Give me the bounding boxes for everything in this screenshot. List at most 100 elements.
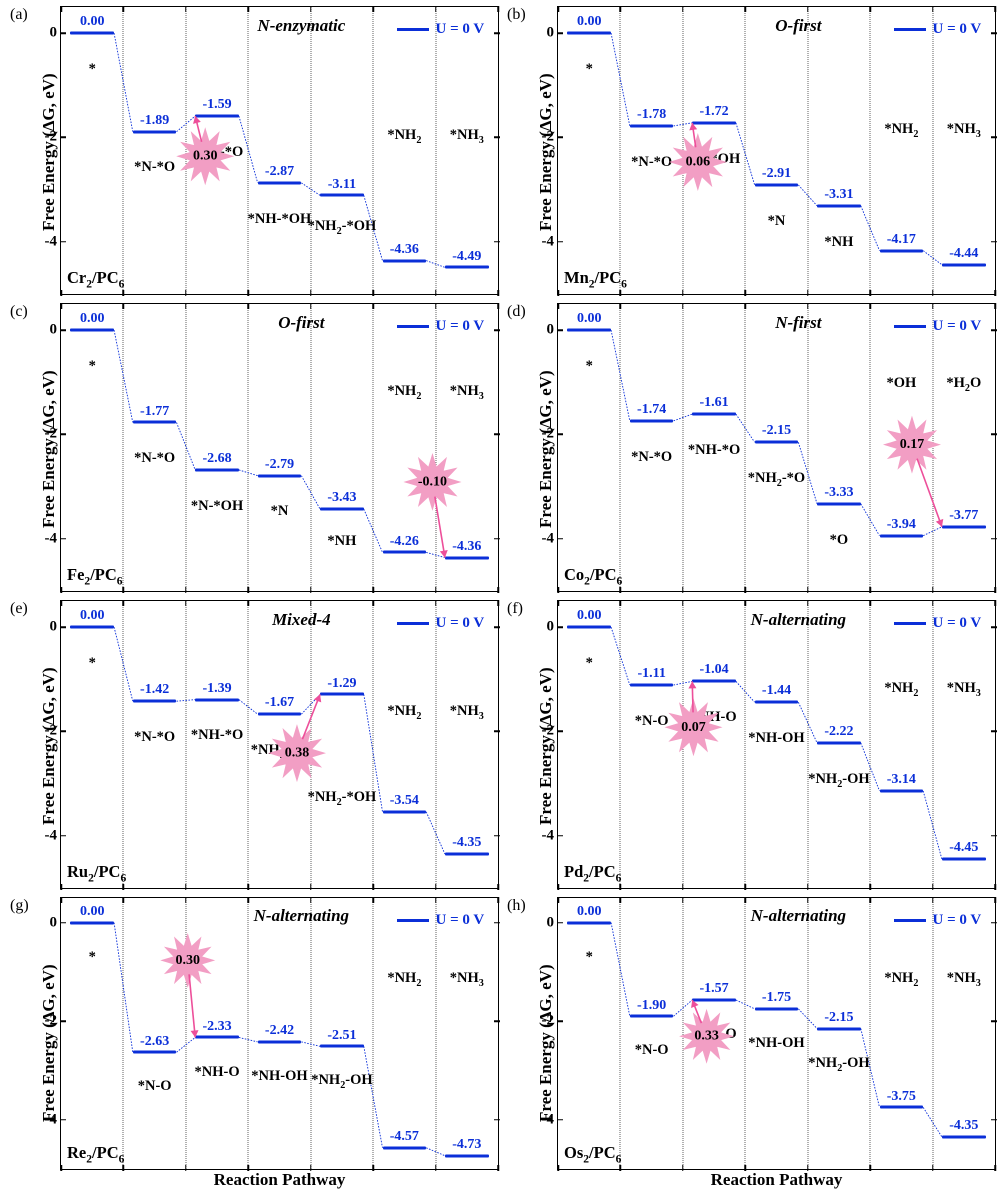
vertical-gridline: [870, 7, 871, 294]
y-tick-mark: [494, 32, 500, 34]
panel-letter: (g): [10, 897, 29, 915]
x-tick-mark: [310, 1165, 312, 1171]
axes: 0-2-40.00*-1.42*N-*O-1.39*NH-*O-1.67*NH2…: [60, 600, 499, 889]
vertical-gridline: [310, 601, 311, 888]
energy-value-label: -1.44: [762, 684, 791, 699]
y-tick-mark: [557, 1119, 563, 1121]
energy-level: [383, 810, 427, 813]
intermediate-label: *NH3: [450, 128, 484, 146]
x-tick-mark: [372, 6, 374, 12]
legend: U = 0 V: [397, 318, 484, 335]
energy-level: [692, 998, 736, 1001]
x-tick-mark: [185, 884, 187, 890]
vertical-gridline: [123, 898, 124, 1169]
vertical-gridline: [932, 304, 933, 591]
x-tick-mark: [682, 897, 684, 903]
plot-wrap: Free Energy (ΔG, eV)0-2-40.00*-1.11*N-O-…: [537, 600, 996, 893]
pathway-label: N-alternating: [254, 906, 349, 926]
energy-value-label: -4.57: [390, 1130, 419, 1145]
energy-value-label: -3.31: [824, 188, 853, 203]
x-tick-mark: [310, 600, 312, 606]
energy-value-label: -1.89: [140, 114, 169, 129]
energy-level: [383, 259, 427, 262]
x-tick-mark: [807, 600, 809, 606]
x-tick-mark: [310, 587, 312, 593]
energy-value-label: -4.35: [949, 1119, 978, 1134]
y-tick-mark: [557, 922, 563, 924]
vertical-gridline: [435, 601, 436, 888]
intermediate-label: *NH-OH: [748, 731, 804, 746]
x-tick-mark: [123, 290, 125, 296]
pathway-label: N-alternating: [751, 610, 846, 630]
intermediate-label: *N-O: [635, 1043, 669, 1058]
vertical-gridline: [807, 7, 808, 294]
burst-star-icon: [405, 455, 460, 510]
x-tick-mark: [248, 897, 250, 903]
vertical-gridline: [185, 601, 186, 888]
intermediate-label: *NH2-*OH: [308, 219, 377, 237]
material-label: Fe2/PC6: [67, 565, 123, 587]
burst-svg: 0.33: [558, 898, 995, 1169]
energy-value-label: -3.77: [949, 509, 978, 524]
x-tick-mark: [372, 600, 374, 606]
energy-value-label: -4.73: [452, 1138, 481, 1153]
energy-level: [692, 680, 736, 683]
x-tick-mark: [185, 303, 187, 309]
vertical-gridline: [185, 304, 186, 591]
y-tick-mark: [60, 241, 66, 243]
vertical-gridline: [745, 898, 746, 1169]
energy-level: [133, 130, 177, 133]
intermediate-label: *N-*O: [134, 730, 175, 745]
energy-level: [630, 124, 674, 127]
y-tick-mark: [494, 329, 500, 331]
x-tick-mark: [310, 884, 312, 890]
vertical-gridline: [682, 304, 683, 591]
x-tick-mark: [994, 1165, 996, 1171]
panel-letter: (a): [10, 6, 28, 24]
x-tick-mark: [557, 6, 559, 12]
legend-text: U = 0 V: [435, 615, 484, 632]
y-tick-mark: [494, 626, 500, 628]
x-tick-mark: [994, 884, 996, 890]
energy-level: [195, 698, 239, 701]
intermediate-label: *NH2: [387, 128, 421, 146]
x-tick-mark: [994, 600, 996, 606]
intermediate-label: *N: [271, 504, 289, 519]
x-tick-mark: [557, 600, 559, 606]
energy-level: [258, 713, 302, 716]
energy-level: [880, 1106, 924, 1109]
intermediate-label: *: [89, 359, 96, 374]
energy-level: [445, 1154, 489, 1157]
energy-value-label: -4.49: [452, 250, 481, 265]
x-tick-mark: [745, 587, 747, 593]
intermediate-label: *O: [830, 533, 849, 548]
energy-level: [567, 626, 611, 629]
energy-level: [942, 858, 986, 861]
x-tick-mark: [682, 303, 684, 309]
y-tick-mark: [60, 434, 66, 436]
energy-value-label: -1.29: [327, 677, 356, 692]
energy-value-label: -3.14: [887, 773, 916, 788]
axes: 0-2-40.00*-1.11*N-O-1.04*NH-O-1.44*NH-OH…: [557, 600, 996, 889]
material-label: Co2/PC6: [564, 565, 622, 587]
x-tick-mark: [557, 1165, 559, 1171]
intermediate-label: *NH2: [884, 971, 918, 989]
intermediate-label: *NH-*OH: [248, 212, 312, 227]
energy-value-label: 0.00: [577, 15, 602, 30]
x-tick-mark: [994, 6, 996, 12]
y-tick-mark: [991, 1020, 997, 1022]
energy-value-label: -1.78: [637, 108, 666, 123]
plot-wrap: Free Energy (ΔG, eV)0-2-40.00*-1.74*N-*O…: [537, 303, 996, 596]
vertical-gridline: [807, 898, 808, 1169]
y-tick-mark: [494, 835, 500, 837]
y-tick-mark: [991, 835, 997, 837]
y-tick-mark: [991, 137, 997, 139]
x-axis-label: [60, 295, 499, 299]
intermediate-label: *H2O: [946, 376, 981, 394]
y-tick-mark: [991, 538, 997, 540]
intermediate-label: *: [89, 62, 96, 77]
x-tick-mark: [248, 303, 250, 309]
y-tick-mark: [494, 434, 500, 436]
x-tick-mark: [620, 897, 622, 903]
x-tick-mark: [869, 884, 871, 890]
